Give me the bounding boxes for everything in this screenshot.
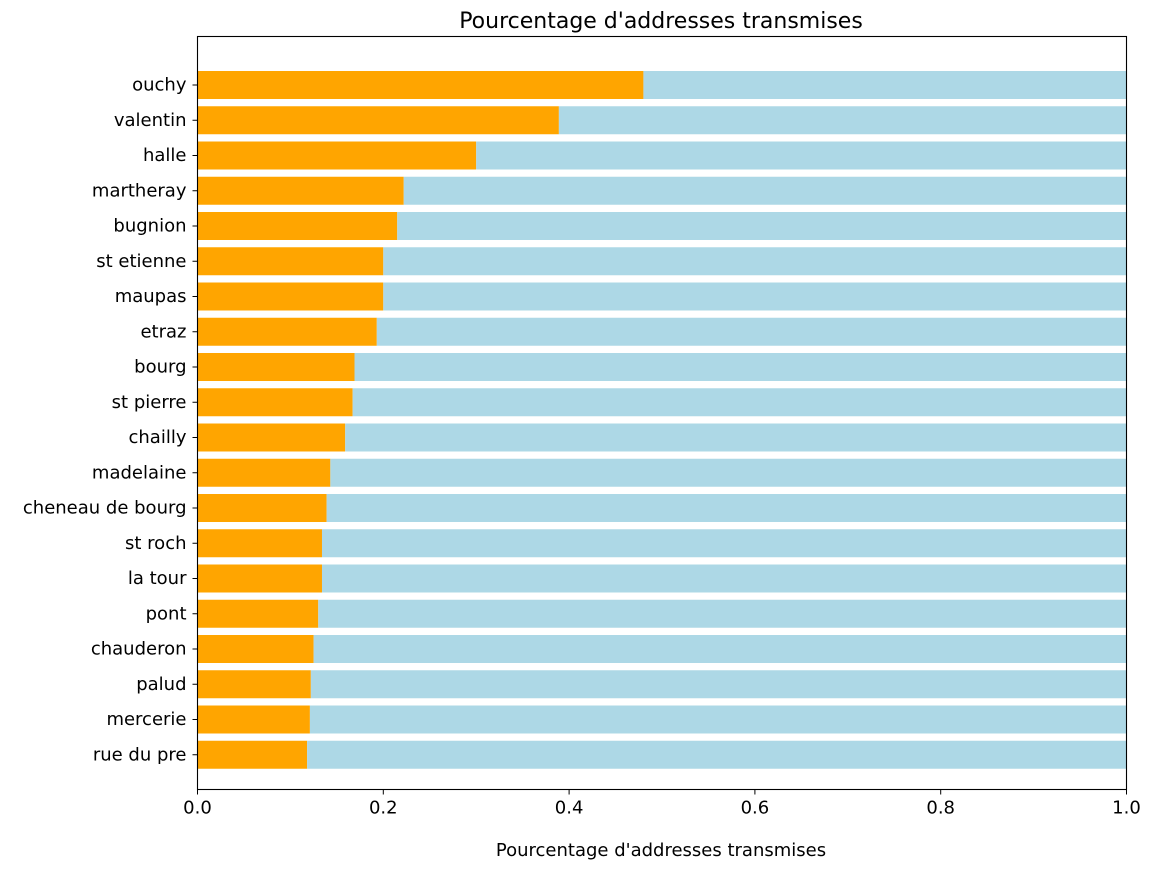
y-tick-label: halle bbox=[143, 145, 187, 166]
bar-chailly-series-1 bbox=[197, 423, 346, 452]
x-tick-label: 0.2 bbox=[369, 798, 398, 819]
y-tick-label: bourg bbox=[134, 357, 186, 378]
y-tick-label: palud bbox=[136, 674, 186, 695]
bar-martheray-series-2 bbox=[403, 176, 1127, 205]
bar-rue-du-pre-series-1 bbox=[197, 740, 308, 769]
bar-cheneau-de-bourg-series-1 bbox=[197, 494, 327, 522]
bar-st-etienne-series-2 bbox=[383, 247, 1127, 276]
bar-st-pierre-series-1 bbox=[197, 388, 353, 417]
bar-chauderon-series-1 bbox=[197, 635, 314, 663]
bar-martheray-series-1 bbox=[197, 176, 404, 205]
x-axis-label: Pourcentage d'addresses transmises bbox=[496, 840, 826, 861]
y-tick-label: rue du pre bbox=[93, 744, 187, 765]
bar-chailly-series-2 bbox=[345, 423, 1127, 452]
y-tick-label: valentin bbox=[114, 110, 187, 131]
bar-mercerie-series-2 bbox=[309, 705, 1127, 734]
bar-halle-series-2 bbox=[476, 141, 1127, 170]
y-tick-label: cheneau de bourg bbox=[23, 498, 187, 519]
bar-st-roch-series-2 bbox=[321, 529, 1127, 558]
bars-layer bbox=[197, 71, 1127, 769]
x-tick-label: 0.6 bbox=[741, 798, 770, 819]
bar-palud-series-2 bbox=[310, 670, 1127, 699]
y-tick-label: chailly bbox=[129, 427, 187, 448]
y-tick-label: martheray bbox=[92, 180, 187, 201]
bar-bugnion-series-2 bbox=[397, 212, 1127, 240]
bar-bourg-series-2 bbox=[354, 353, 1127, 381]
bar-etraz-series-2 bbox=[376, 317, 1127, 346]
bar-madelaine-series-2 bbox=[330, 458, 1127, 487]
bar-la-tour-series-2 bbox=[321, 564, 1127, 593]
bar-madelaine-series-1 bbox=[197, 458, 331, 487]
y-tick-label: maupas bbox=[115, 286, 187, 307]
bar-st-roch-series-1 bbox=[197, 529, 322, 558]
x-tick-label: 0.0 bbox=[183, 798, 212, 819]
bar-la-tour-series-1 bbox=[197, 564, 322, 593]
x-tick-label: 0.8 bbox=[926, 798, 955, 819]
y-tick-label: chauderon bbox=[91, 639, 187, 660]
x-tick-label: 1.0 bbox=[1112, 798, 1141, 819]
chart-title: Pourcentage d'addresses transmises bbox=[459, 9, 863, 34]
bar-st-etienne-series-1 bbox=[197, 247, 384, 276]
bar-ouchy-series-1 bbox=[197, 71, 644, 99]
bar-palud-series-1 bbox=[197, 670, 311, 699]
x-tick-label: 0.4 bbox=[555, 798, 584, 819]
y-tick-label: mercerie bbox=[106, 709, 186, 730]
bar-valentin-series-1 bbox=[197, 106, 559, 135]
y-tick-label: madelaine bbox=[92, 462, 187, 483]
bar-maupas-series-2 bbox=[383, 282, 1127, 311]
bar-ouchy-series-2 bbox=[643, 71, 1127, 99]
y-tick-label: st roch bbox=[125, 533, 186, 554]
y-tick-label: st etienne bbox=[96, 251, 186, 272]
bar-pont-series-1 bbox=[197, 599, 319, 628]
bar-bourg-series-1 bbox=[197, 353, 355, 381]
bar-valentin-series-2 bbox=[558, 106, 1127, 135]
bar-etraz-series-1 bbox=[197, 317, 377, 346]
plot-frame bbox=[196, 35, 1128, 791]
y-axis-ticks: ouchy valentin halle martheray bugnion st eti… bbox=[23, 75, 198, 765]
bar-halle-series-1 bbox=[197, 141, 477, 170]
y-tick-label: bugnion bbox=[113, 216, 186, 237]
bar-mercerie-series-1 bbox=[197, 705, 310, 734]
y-tick-label: ouchy bbox=[132, 75, 187, 96]
bar-pont-series-2 bbox=[318, 599, 1127, 628]
bar-bugnion-series-1 bbox=[197, 212, 398, 240]
y-tick-label: pont bbox=[146, 603, 187, 624]
bar-cheneau-de-bourg-series-2 bbox=[326, 494, 1127, 522]
y-tick-label: etraz bbox=[140, 321, 186, 342]
bar-chauderon-series-2 bbox=[313, 635, 1127, 663]
x-axis-ticks: 0.0 0.2 0.4 0.6 0.8 1.0 bbox=[183, 789, 1141, 819]
bar-st-pierre-series-2 bbox=[352, 388, 1127, 417]
y-tick-label: la tour bbox=[128, 568, 187, 589]
bar-maupas-series-1 bbox=[197, 282, 384, 311]
bar-rue-du-pre-series-2 bbox=[307, 740, 1127, 769]
y-tick-label: st pierre bbox=[112, 392, 187, 413]
